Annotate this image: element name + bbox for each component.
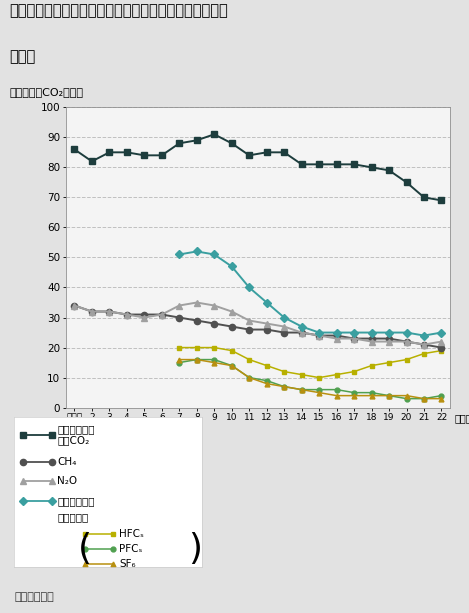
Text: ): ) [189, 532, 203, 566]
Text: 排出量: 排出量 [9, 48, 36, 64]
Text: （百万トンCO₂換算）: （百万トンCO₂換算） [9, 87, 83, 97]
Text: PFCₛ: PFCₛ [119, 544, 143, 554]
Text: 非エネルギー
起源CO₂: 非エネルギー 起源CO₂ [57, 424, 95, 446]
Text: 資料：環境省: 資料：環境省 [14, 592, 54, 602]
Text: N₂O: N₂O [57, 476, 77, 487]
Text: (: ( [78, 532, 92, 566]
Text: 各種温室効果ガス（エネルギー起源二酸化炭素以外）の: 各種温室効果ガス（エネルギー起源二酸化炭素以外）の [9, 3, 228, 18]
Text: 代替フロン等: 代替フロン等 [57, 496, 95, 506]
Text: HFCₛ: HFCₛ [119, 529, 144, 539]
Text: SF₆: SF₆ [119, 559, 136, 569]
Text: CH₄: CH₄ [57, 457, 76, 467]
Text: （年度）: （年度） [454, 413, 469, 424]
Text: ３ガス合計: ３ガス合計 [57, 512, 89, 522]
